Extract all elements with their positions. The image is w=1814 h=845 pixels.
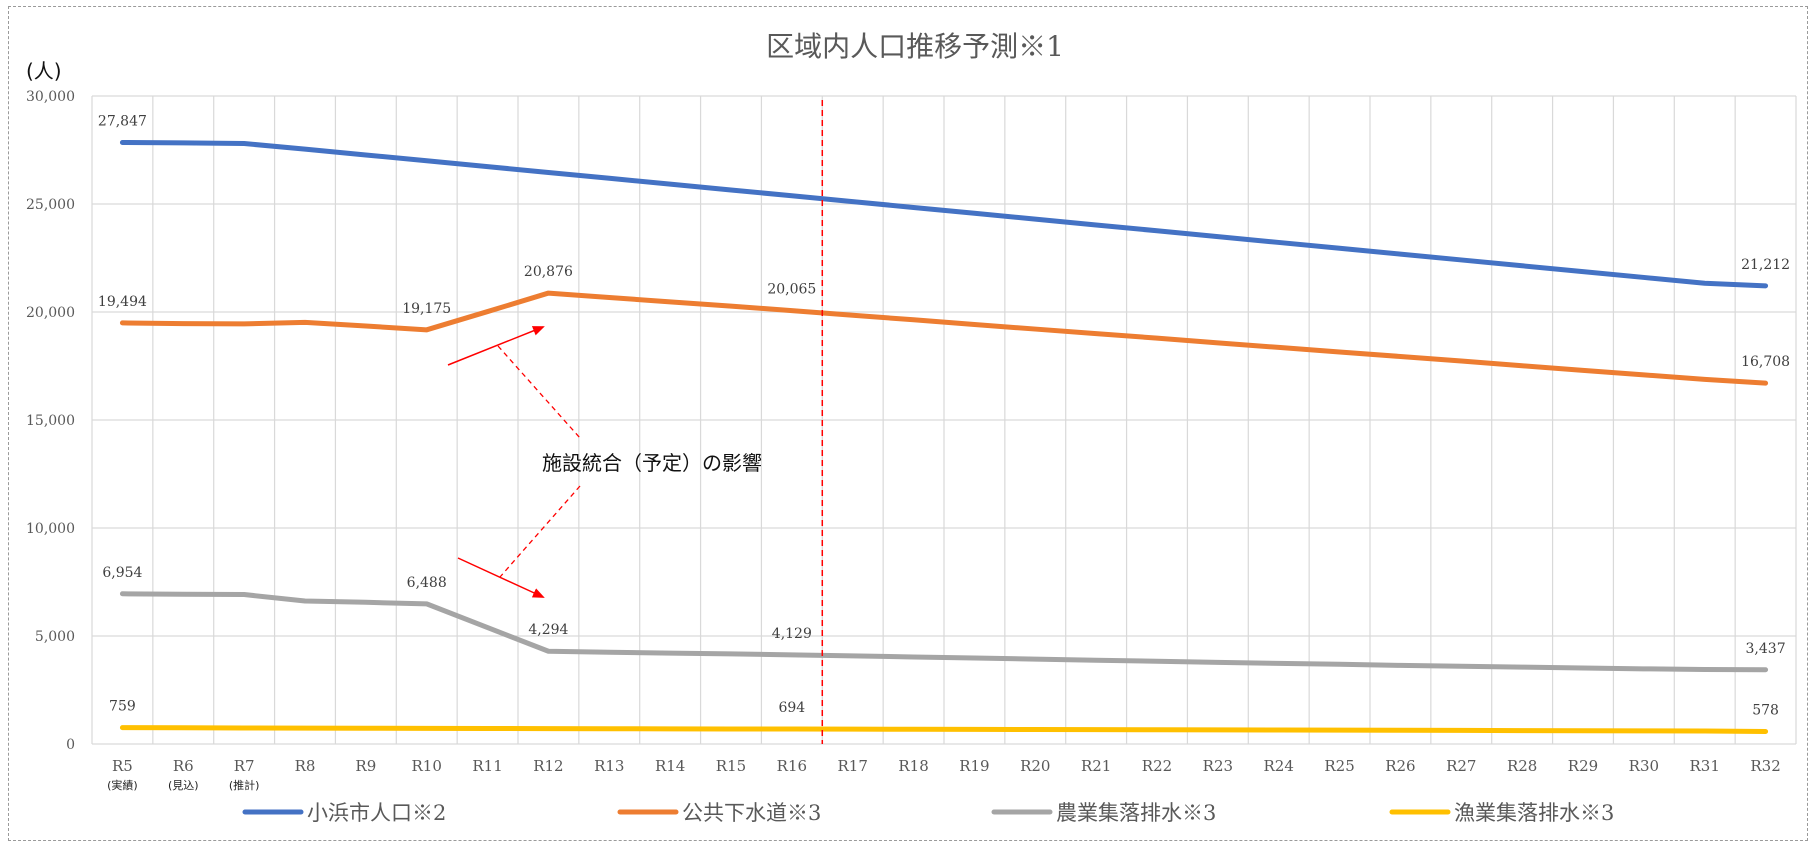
chart-title: 区域内人口推移予測※1 (766, 30, 1064, 63)
x-tick-label: R7 (234, 757, 255, 775)
y-tick-label: 20,000 (26, 305, 75, 321)
annotation-text: 施設統合（予定）の影響 (542, 451, 762, 475)
legend-label: 小浜市人口※2 (307, 801, 446, 825)
data-label: 578 (1752, 703, 1779, 719)
series-lines: 27,847 21,212 19,494 19,175 20,876 20,065 16,7… (98, 114, 1790, 735)
x-tick-label: R14 (655, 757, 685, 775)
y-tick-label: 15,000 (26, 413, 75, 429)
x-tick-label: R28 (1507, 757, 1537, 775)
series-line-1 (119, 140, 1769, 289)
data-label: 21,212 (1741, 257, 1790, 273)
x-tick-label: R17 (838, 757, 868, 775)
chart-frame (8, 6, 1808, 841)
x-tick-label: R21 (1081, 757, 1111, 775)
x-tick-label: R5 (112, 757, 133, 775)
x-tick-note: (実績) (107, 778, 138, 792)
x-tick-labels: R5 (実績) R6 (見込) R7 (推計) R8 R9 R10 R11 R12 R13 R14 R15… (107, 757, 1781, 792)
y-tick-labels: 0 5,000 10,000 15,000 20,000 25,000 30,000 (26, 89, 75, 753)
y-tick-label: 10,000 (26, 521, 75, 537)
data-label: 27,847 (98, 114, 147, 130)
annotation-leader-upper (497, 345, 581, 439)
data-label: 759 (109, 699, 136, 715)
gridlines (91, 95, 1797, 745)
x-tick-label: R10 (412, 757, 442, 775)
x-tick-label: R27 (1446, 757, 1476, 775)
data-label: 19,175 (402, 301, 451, 317)
x-tick-label: R9 (355, 757, 376, 775)
x-tick-label: R19 (959, 757, 989, 775)
x-tick-label: R18 (898, 757, 928, 775)
y-axis-unit-label: (人) (26, 59, 62, 83)
x-tick-label: R11 (472, 757, 502, 775)
x-tick-label: R23 (1203, 757, 1233, 775)
x-tick-label: R12 (533, 757, 563, 775)
annotation-leader-lower (499, 485, 581, 578)
x-tick-label: R20 (1020, 757, 1050, 775)
data-label: 20,065 (767, 282, 816, 298)
series-line-4 (119, 725, 1769, 735)
data-label: 4,129 (772, 626, 812, 642)
x-tick-label: R8 (295, 757, 316, 775)
data-label: 20,876 (524, 264, 573, 280)
x-tick-label: R25 (1324, 757, 1354, 775)
legend-label: 公共下水道※3 (682, 801, 821, 825)
data-label: 16,708 (1741, 354, 1790, 370)
y-tick-label: 5,000 (35, 629, 75, 645)
x-tick-label: R31 (1690, 757, 1720, 775)
data-label: 694 (778, 700, 805, 716)
y-tick-label: 0 (66, 737, 75, 753)
x-tick-label: R24 (1264, 757, 1294, 775)
x-tick-label: R32 (1750, 757, 1780, 775)
annotation-arrow-down (457, 557, 545, 598)
series-line-3 (119, 591, 1769, 673)
annotation-arrow-up (447, 326, 545, 366)
y-tick-label: 25,000 (26, 197, 75, 213)
data-label: 4,294 (528, 622, 568, 638)
x-tick-label: R30 (1629, 757, 1659, 775)
x-tick-note: (見込) (168, 779, 199, 792)
legend-label: 漁業集落排水※3 (1454, 801, 1614, 825)
x-tick-label: R26 (1385, 757, 1415, 775)
x-tick-label: R29 (1568, 757, 1598, 775)
x-tick-label: R13 (594, 757, 624, 775)
x-tick-label: R16 (777, 757, 807, 775)
data-label: 6,488 (407, 575, 447, 591)
x-tick-label: R15 (716, 757, 746, 775)
x-tick-note: (推計) (229, 778, 260, 792)
data-label: 19,494 (98, 294, 147, 310)
legend-label: 農業集落排水※3 (1056, 801, 1216, 825)
x-tick-label: R6 (173, 757, 194, 775)
legend: 小浜市人口※2 公共下水道※3 農業集落排水※3 漁業集落排水※3 (242, 801, 1614, 825)
x-tick-label: R22 (1142, 757, 1172, 775)
data-label: 3,437 (1746, 641, 1786, 657)
series-line-2 (119, 290, 1769, 386)
annotation-group: 施設統合（予定）の影響 (447, 326, 762, 598)
data-label: 6,954 (102, 565, 142, 581)
y-tick-label: 30,000 (26, 89, 75, 105)
